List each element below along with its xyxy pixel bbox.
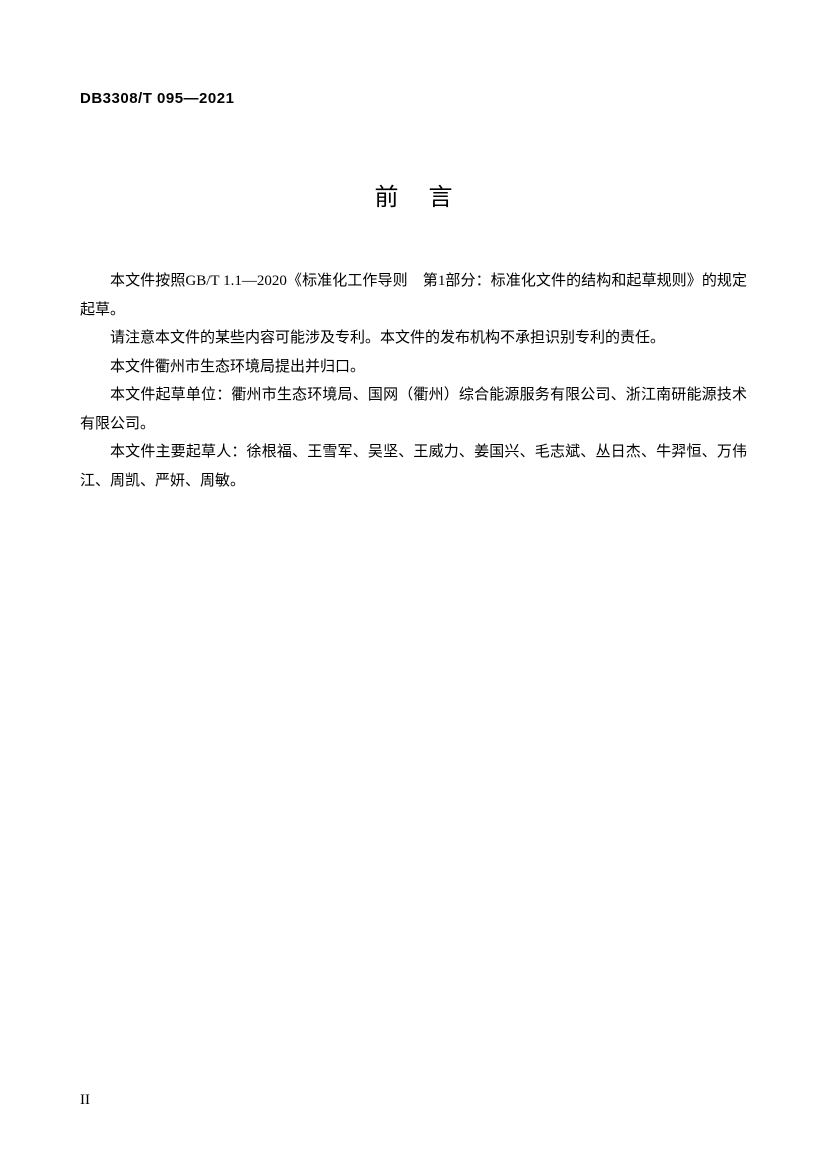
document-code: DB3308/T 095—2021 <box>80 90 747 107</box>
preface-title: 前言 <box>80 177 747 212</box>
paragraph: 本文件起草单位：衢州市生态环境局、国网（衢州）综合能源服务有限公司、浙江南研能源… <box>80 381 747 438</box>
paragraph: 请注意本文件的某些内容可能涉及专利。本文件的发布机构不承担识别专利的责任。 <box>80 324 747 353</box>
paragraph: 本文件按照GB/T 1.1—2020《标准化工作导则 第1部分：标准化文件的结构… <box>80 267 747 324</box>
paragraph: 本文件衢州市生态环境局提出并归口。 <box>80 353 747 382</box>
body-content: 本文件按照GB/T 1.1—2020《标准化工作导则 第1部分：标准化文件的结构… <box>80 267 747 495</box>
paragraph: 本文件主要起草人：徐根福、王雪军、吴坚、王威力、姜国兴、毛志斌、丛日杰、牛羿恒、… <box>80 438 747 495</box>
document-page: DB3308/T 095—2021 前言 本文件按照GB/T 1.1—2020《… <box>0 0 827 1169</box>
page-number: II <box>80 1092 90 1109</box>
